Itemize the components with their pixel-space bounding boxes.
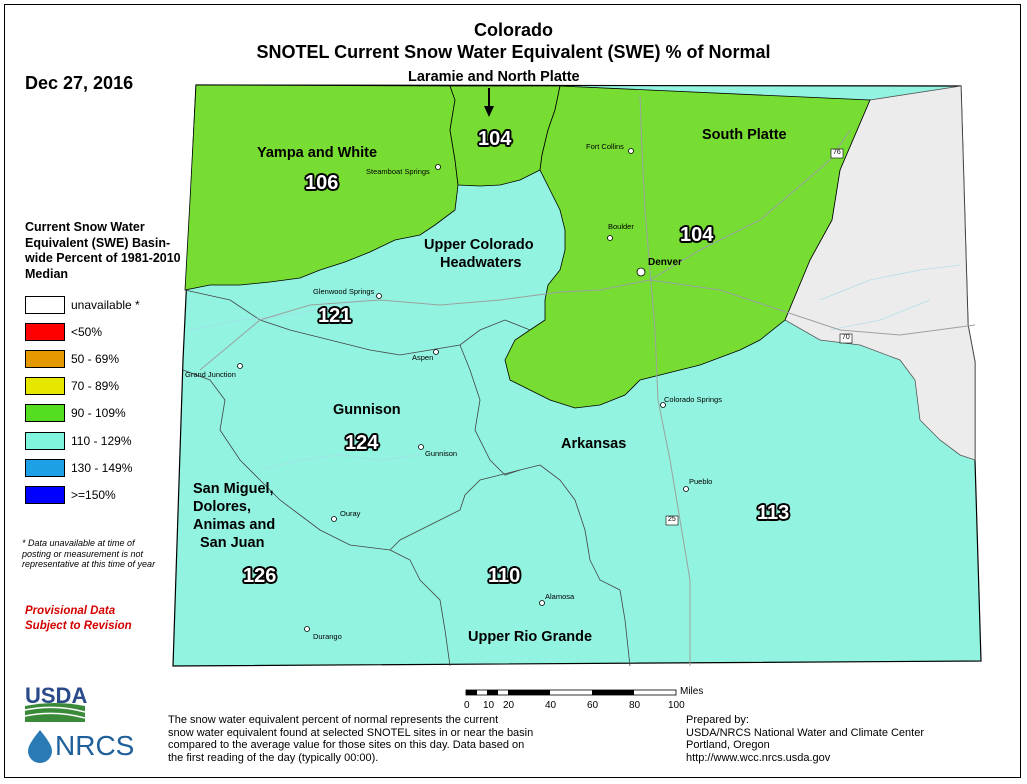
legend-label: 90 - 109%: [71, 406, 126, 420]
basin-name-upper-colorado-1: Upper Colorado: [424, 237, 534, 253]
legend-swatch: [25, 350, 65, 368]
scale-bar: [465, 689, 677, 696]
river-lines: [189, 264, 961, 471]
scale-tick-label: 0: [464, 700, 470, 711]
boundary-gunnison-west: [182, 369, 391, 551]
legend-swatch: [25, 404, 65, 422]
scale-tick-label: 40: [545, 700, 557, 711]
city-label-gunnison: Gunnison: [425, 449, 458, 458]
city-label-pueblo: Pueblo: [689, 477, 713, 486]
basin-value-gunnison: 124: [345, 432, 379, 454]
prepared-line2: USDA/NRCS National Water and Climate Cen…: [686, 726, 925, 739]
legend-swatch: [25, 432, 65, 450]
basin-name-arkansas: Arkansas: [561, 436, 627, 452]
basin-name-sanmiguel-2: Dolores,: [193, 499, 252, 515]
basin-name-upper-colorado-2: Headwaters: [440, 255, 522, 271]
basin-south-platte: [504, 85, 871, 409]
highway-label-70: 70: [842, 334, 850, 341]
boundary-arkansas: [539, 464, 621, 591]
basin-value-upper-rio-grande: 110: [488, 565, 521, 587]
usda-logo-text: USDA: [25, 683, 88, 708]
provisional-notice: Provisional Data Subject to Revision: [25, 604, 132, 634]
legend-swatch: [25, 323, 65, 341]
map-date: Dec 27, 2016: [25, 73, 134, 93]
legend-label: 50 - 69%: [71, 352, 120, 366]
highway-label-76: 76: [833, 149, 841, 156]
legend-label: 130 - 149%: [71, 461, 133, 475]
legend-swatch: [25, 486, 65, 504]
city-label-ouray: Ouray: [340, 509, 361, 518]
city-label-durango: Durango: [313, 632, 342, 641]
city-label-steamboat-springs: Steamboat Springs: [366, 167, 430, 176]
city-label-denver: Denver: [648, 257, 682, 268]
legend-footnote: * Data unavailable at time of posting or…: [22, 538, 156, 569]
legend-swatch: [25, 377, 65, 395]
legend-label: 110 - 129%: [71, 434, 132, 448]
city-label-aspen: Aspen: [412, 353, 434, 362]
provisional-line1: Provisional Data: [25, 605, 116, 617]
prepared-by: Prepared by: USDA/NRCS National Water an…: [686, 714, 986, 764]
basin-value-yampa-white: 106: [305, 172, 339, 194]
city-markers: [237, 148, 689, 632]
legend-swatch: [25, 459, 65, 477]
description-line4: the first reading of the day (typically …: [168, 751, 379, 764]
basin-value-upper-colorado: 121: [318, 305, 352, 327]
prepared-line3: Portland, Oregon: [686, 739, 770, 751]
legend-label: >=150%: [71, 488, 116, 502]
map-title: Colorado: [474, 20, 553, 40]
description-text: The snow water equivalent percent of nor…: [168, 714, 548, 764]
scale-tick-label: 20: [503, 700, 515, 711]
basin-name-sanmiguel-1: San Miguel,: [193, 481, 274, 497]
basin-value-laramie-north-platte: 104: [478, 128, 512, 150]
description-line1: The snow water equivalent percent of nor…: [168, 714, 499, 726]
highway-shields: [665, 148, 853, 526]
prepared-line1: Prepared by:: [686, 714, 749, 726]
scale-unit-label: Miles: [680, 686, 704, 697]
laramie-north-platte-label: Laramie and North Platte: [408, 69, 580, 85]
arrow-head-icon: [484, 106, 494, 117]
basin-name-upper-rio-grande: Upper Rio Grande: [468, 629, 593, 645]
legend-label: <50%: [71, 325, 103, 339]
basin-name-yampa-white: Yampa and White: [257, 145, 378, 161]
basin-name-south-platte: South Platte: [702, 127, 787, 143]
basin-value-sanmiguel: 126: [243, 565, 277, 587]
description-line3: compared to the average value for those …: [168, 739, 525, 751]
prepared-line4[interactable]: http://www.wcc.nrcs.usda.gov: [686, 751, 831, 764]
highway-label-25: 25: [668, 516, 676, 523]
basin-name-sanmiguel-3: Animas and: [193, 517, 276, 533]
basin-value-arkansas: 113: [757, 502, 790, 524]
highway-lines: [199, 95, 976, 666]
legend-swatch: [25, 296, 65, 314]
map-subtitle: SNOTEL Current Snow Water Equivalent (SW…: [256, 42, 771, 62]
legend-label: 70 - 89%: [71, 379, 120, 393]
map-frame: [4, 4, 1021, 778]
scale-tick-label: 10: [483, 700, 495, 711]
city-label-colorado-springs: Colorado Springs: [664, 395, 722, 404]
legend-label: unavailable *: [71, 298, 140, 312]
city-label-boulder: Boulder: [608, 222, 634, 231]
city-label-fort-collins: Fort Collins: [586, 142, 624, 151]
city-label-alamosa: Alamosa: [545, 592, 575, 601]
scale-tick-label: 60: [587, 700, 599, 711]
boundary-upper-colorado: [184, 289, 531, 356]
boundary-rio-grande: [389, 469, 631, 667]
legend-title: Current Snow Water Equivalent (SWE) Basi…: [25, 220, 181, 281]
scale-tick-label: 80: [629, 700, 641, 711]
city-label-glenwood-springs: Glenwood Springs: [313, 287, 375, 296]
basin-name-sanmiguel-4: San Juan: [200, 535, 265, 551]
basin-value-south-platte: 104: [680, 224, 714, 246]
nrcs-logo-icon: [28, 730, 52, 763]
nrcs-logo-text: NRCS: [55, 730, 135, 761]
city-label-grand-junction: Grand Junction: [185, 370, 236, 379]
usda-logo-icon: [24, 703, 86, 722]
provisional-line2: Subject to Revision: [25, 620, 132, 632]
scale-tick-label: 100: [668, 700, 685, 711]
basin-name-gunnison: Gunnison: [333, 402, 401, 418]
description-line2: snow water equivalent found at selected …: [168, 726, 534, 739]
